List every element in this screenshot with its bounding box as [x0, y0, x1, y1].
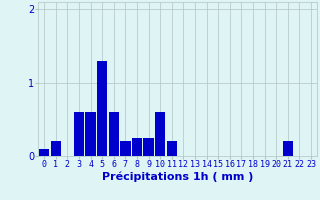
Bar [51, 141, 61, 156]
Bar [155, 112, 165, 156]
Bar [283, 141, 293, 156]
Bar [97, 61, 108, 156]
Bar [39, 149, 49, 156]
Bar [120, 141, 131, 156]
Bar [74, 112, 84, 156]
Bar [132, 138, 142, 156]
Bar [167, 141, 177, 156]
Bar [85, 112, 96, 156]
Bar [108, 112, 119, 156]
X-axis label: Précipitations 1h ( mm ): Précipitations 1h ( mm ) [102, 172, 253, 182]
Bar [143, 138, 154, 156]
